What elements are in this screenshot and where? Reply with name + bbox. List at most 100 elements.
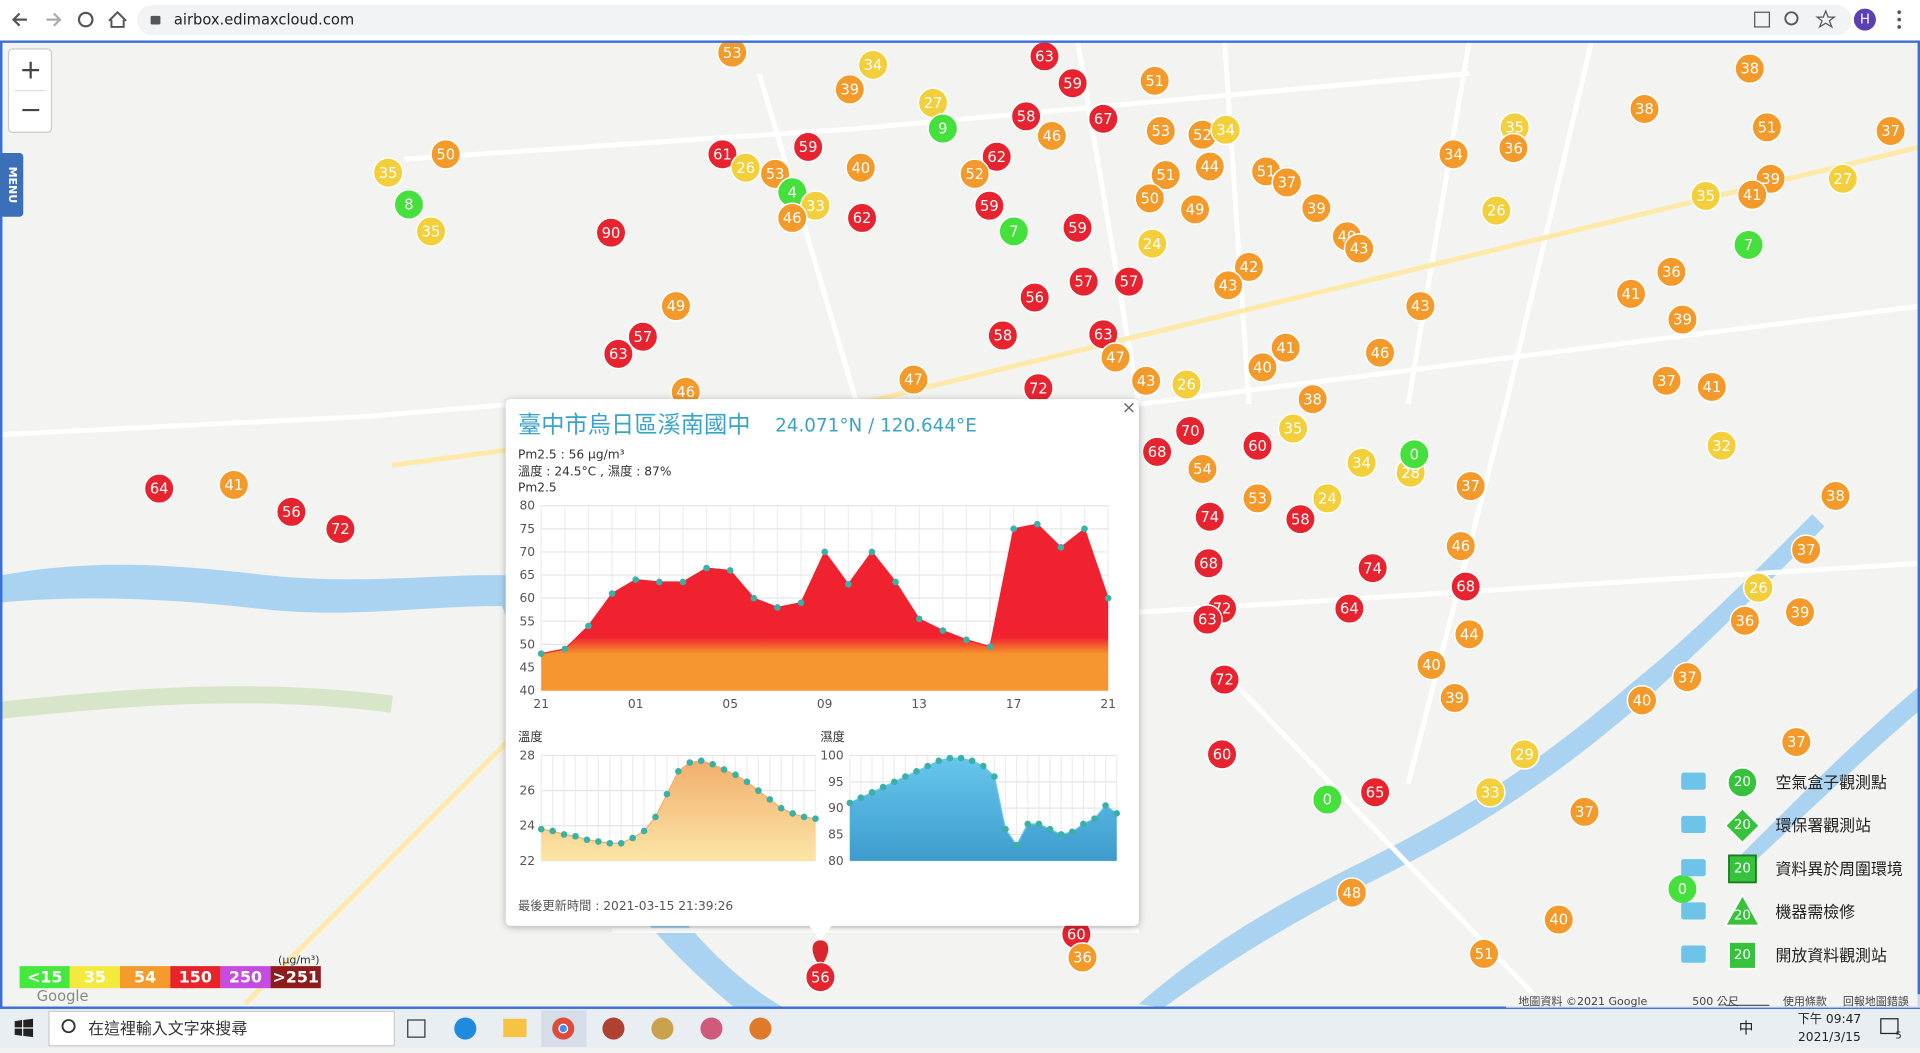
station-marker[interactable]: 58 — [1010, 100, 1042, 132]
station-marker[interactable]: 67 — [1087, 103, 1119, 135]
station-marker[interactable]: 39 — [1667, 304, 1698, 336]
station-marker[interactable]: 46 — [1036, 120, 1068, 152]
station-marker[interactable]: 7 — [998, 216, 1030, 247]
search-placeholder[interactable]: 在這裡輸入文字來搜尋 — [88, 1019, 247, 1038]
station-marker[interactable]: 26 — [1171, 369, 1202, 400]
home-button[interactable] — [108, 10, 127, 28]
station-marker[interactable]: 56 — [804, 961, 836, 993]
station-marker[interactable]: 38 — [1734, 53, 1766, 85]
station-marker[interactable]: 27 — [1827, 163, 1859, 195]
explorer-icon[interactable] — [503, 1018, 527, 1038]
station-marker[interactable]: 44 — [1453, 618, 1485, 650]
zoom-in[interactable]: + — [19, 54, 42, 85]
station-marker[interactable]: 38 — [1629, 93, 1660, 125]
station-marker[interactable]: 36 — [1729, 605, 1761, 637]
station-marker[interactable]: 72 — [1209, 664, 1240, 696]
station-marker[interactable]: 24 — [1311, 482, 1343, 514]
station-marker[interactable]: 24 — [1136, 228, 1168, 260]
station-marker[interactable]: 60 — [1206, 738, 1238, 770]
station-marker[interactable]: 41 — [1270, 332, 1302, 364]
station-marker[interactable]: 59 — [1057, 67, 1089, 99]
station-marker[interactable]: 59 — [792, 131, 824, 163]
station-marker[interactable]: 51 — [1150, 159, 1182, 191]
station-marker[interactable]: 61 — [707, 138, 738, 170]
menu-dot[interactable] — [1897, 10, 1902, 15]
station-marker[interactable]: 39 — [1300, 192, 1332, 224]
station-marker[interactable]: 57 — [1068, 266, 1100, 298]
app-icon[interactable] — [700, 1017, 723, 1040]
menu-dot[interactable] — [1897, 17, 1902, 22]
station-marker[interactable]: 74 — [1194, 501, 1226, 533]
station-marker[interactable]: 40 — [1543, 904, 1575, 936]
station-marker[interactable]: 39 — [1784, 596, 1816, 628]
station-marker[interactable]: 68 — [1141, 436, 1173, 468]
station-marker[interactable]: 90 — [595, 217, 627, 249]
station-marker[interactable]: 29 — [1509, 738, 1540, 770]
station-marker[interactable]: 33 — [1474, 776, 1506, 808]
ime-indicator[interactable]: 中 — [1739, 1020, 1754, 1037]
station-marker[interactable]: 46 — [776, 202, 808, 234]
clock-time[interactable]: 下午 09:47 — [1798, 1012, 1862, 1026]
station-marker[interactable]: 63 — [1029, 40, 1060, 72]
station-marker[interactable]: 40 — [1626, 684, 1658, 716]
station-marker[interactable]: 59 — [973, 190, 1005, 222]
terms-link[interactable]: 使用條款 — [1783, 994, 1827, 1008]
station-marker[interactable]: 37 — [1790, 534, 1822, 566]
station-marker[interactable]: 64 — [1333, 593, 1365, 625]
station-marker[interactable]: 62 — [981, 141, 1013, 173]
station-marker[interactable]: 56 — [1019, 282, 1051, 313]
station-marker[interactable]: 65 — [1359, 776, 1391, 808]
start-button[interactable] — [14, 1018, 34, 1038]
station-marker[interactable]: 47 — [898, 364, 929, 396]
station-marker[interactable]: 37 — [1875, 115, 1907, 147]
station-marker[interactable]: 35 — [1690, 180, 1722, 212]
station-marker[interactable]: 52 — [959, 158, 991, 190]
station-marker[interactable]: 64 — [143, 473, 175, 505]
station-marker[interactable]: 68 — [1193, 547, 1225, 579]
station-marker[interactable]: 26 — [1480, 195, 1512, 227]
station-marker[interactable]: 58 — [1284, 503, 1316, 535]
station-marker[interactable]: 70 — [1174, 415, 1206, 447]
station-marker[interactable]: 38 — [1820, 480, 1851, 512]
station-marker[interactable]: 0 — [1398, 438, 1430, 470]
app-icon[interactable] — [651, 1017, 674, 1040]
station-marker[interactable]: 35 — [372, 157, 404, 189]
station-marker[interactable]: 63 — [602, 338, 634, 370]
station-marker[interactable]: 62 — [846, 202, 878, 234]
url[interactable]: airbox.edimaxcloud.com — [174, 12, 354, 29]
station-marker[interactable]: 41 — [1736, 179, 1768, 211]
reload-button[interactable] — [77, 11, 94, 28]
station-marker[interactable]: 33 — [800, 190, 831, 222]
station-marker[interactable]: 36 — [1656, 256, 1687, 288]
station-marker[interactable]: 37 — [1455, 470, 1487, 502]
station-marker[interactable]: 34 — [857, 49, 889, 81]
station-marker[interactable]: 37 — [1780, 726, 1812, 758]
station-marker[interactable]: 68 — [1450, 571, 1482, 602]
station-marker[interactable]: 72 — [1022, 372, 1054, 404]
station-marker[interactable]: 51 — [1751, 111, 1783, 143]
station-marker[interactable]: 36 — [1067, 942, 1098, 973]
zoom-out[interactable]: − — [19, 95, 42, 126]
station-marker[interactable]: 54 — [1187, 453, 1218, 485]
station-marker[interactable]: 60 — [1242, 430, 1273, 462]
station-marker[interactable]: 37 — [1671, 661, 1703, 693]
station-marker[interactable]: 59 — [1062, 212, 1093, 244]
station-marker[interactable]: 34 — [1438, 138, 1469, 170]
station-marker[interactable]: 42 — [1233, 251, 1265, 283]
station-marker[interactable]: 27 — [917, 87, 949, 119]
station-marker[interactable]: 50 — [1134, 182, 1166, 214]
station-marker[interactable]: 46 — [1364, 337, 1396, 369]
station-marker[interactable]: 57 — [1113, 266, 1145, 298]
notification-icon[interactable] — [1880, 1018, 1899, 1035]
station-marker[interactable]: 47 — [1100, 342, 1131, 373]
bookmark-icon[interactable] — [1815, 9, 1837, 29]
popup-close[interactable]: × — [1122, 398, 1136, 418]
station-marker[interactable]: 41 — [1696, 371, 1728, 403]
station-marker[interactable]: 72 — [324, 513, 356, 545]
menu-dot[interactable] — [1897, 25, 1902, 29]
station-marker[interactable]: 63 — [1191, 604, 1223, 636]
station-marker[interactable]: 74 — [1357, 552, 1389, 584]
station-marker[interactable]: 35 — [1277, 413, 1309, 445]
station-marker[interactable]: 48 — [1336, 877, 1368, 909]
station-marker[interactable]: 32 — [1706, 430, 1738, 462]
